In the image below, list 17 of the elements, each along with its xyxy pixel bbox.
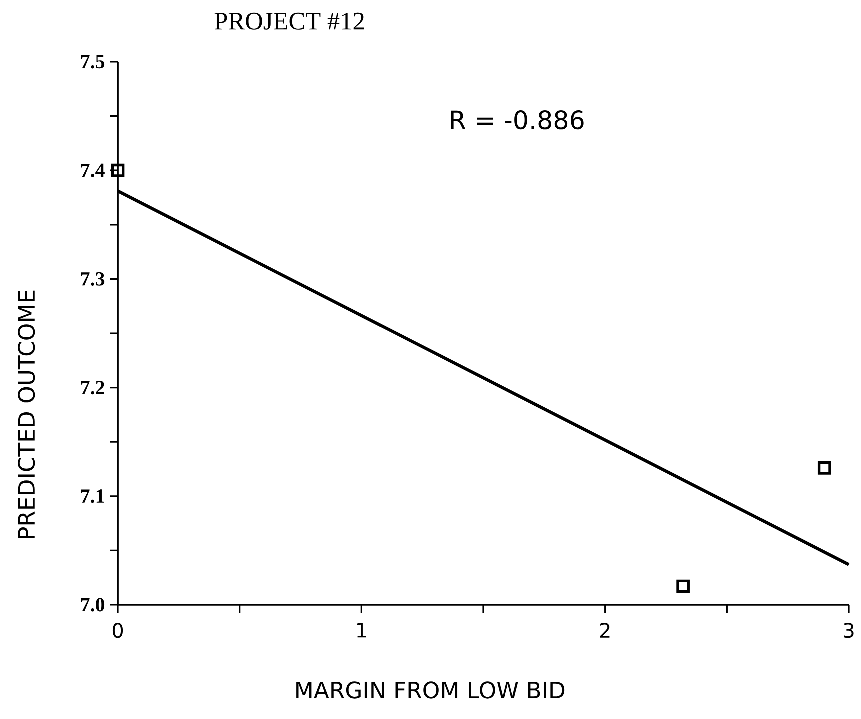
y-tick-label: 7.0: [81, 598, 105, 612]
x-tick-label: 2: [600, 623, 610, 638]
point: [111, 164, 125, 178]
chart-title: PROJECT #12: [214, 12, 364, 30]
y-tick-label: 7.3: [81, 272, 105, 286]
annotation: R = -0.886: [451, 110, 584, 130]
point: [676, 580, 690, 594]
y-tick-label: 7.5: [81, 55, 105, 69]
y-axis-title: PREDICTED OUTCOME: [18, 290, 36, 538]
x-tick-label: 3: [844, 623, 854, 638]
y-tick-label: 7.4: [81, 164, 105, 178]
x-tick-label: 0: [112, 623, 124, 638]
y-tick-label: 7.1: [81, 490, 104, 504]
x-tick-label: 1: [358, 623, 366, 638]
x-axis-title: MARGIN FROM LOW BID: [296, 682, 565, 699]
point: [818, 462, 832, 475]
y-tick-label: 7.2: [81, 381, 104, 395]
